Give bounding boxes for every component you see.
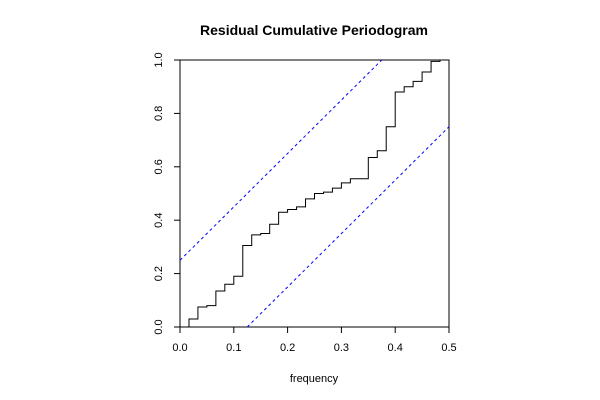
x-tick-label: 0.5: [441, 342, 456, 354]
upper-confidence-band: [179, 59, 383, 261]
periodogram-step-line: [180, 59, 449, 328]
y-tick-label: 1.0: [153, 52, 165, 67]
plot-frame: [179, 59, 450, 328]
y-tick-label: 0.4: [153, 213, 165, 228]
x-tick-label: 0.1: [226, 342, 241, 354]
lower-confidence-band: [246, 126, 450, 328]
chart-title: Residual Cumulative Periodogram: [200, 22, 428, 38]
y-tick-label: 0.2: [153, 266, 165, 281]
y-tick-label: 0.6: [153, 159, 165, 174]
y-tick-label: 0.0: [153, 319, 165, 334]
plot-area: [179, 59, 450, 328]
x-tick-label: 0.3: [334, 342, 349, 354]
y-axis: 0.0 0.2 0.4 0.6 0.8 1.0: [153, 52, 180, 335]
x-axis: 0.0 0.1 0.2 0.3 0.4 0.5: [172, 327, 457, 354]
x-tick-label: 0.0: [172, 342, 187, 354]
x-tick-label: 0.2: [280, 342, 295, 354]
x-axis-label: frequency: [290, 373, 339, 385]
x-tick-label: 0.4: [388, 342, 403, 354]
y-tick-label: 0.8: [153, 106, 165, 121]
